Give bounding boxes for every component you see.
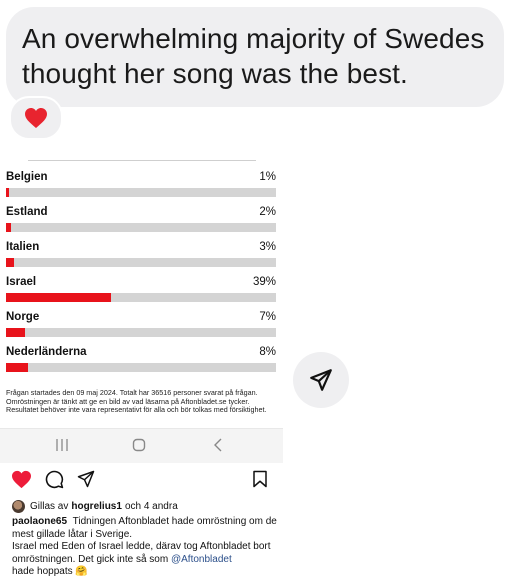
poll-bar-fill bbox=[6, 188, 9, 197]
poll-country: Estland bbox=[6, 206, 48, 218]
poll-option: Estland 2% bbox=[6, 206, 276, 238]
poll-percent: 39% bbox=[252, 276, 276, 288]
poll-country: Norge bbox=[6, 311, 40, 323]
caption-text-3: hade hoppats 🤗 bbox=[12, 566, 88, 578]
poll-bar-fill bbox=[6, 363, 28, 372]
caption-text-1: Tidningen Aftonbladet hade omröstning om… bbox=[12, 516, 277, 540]
poll-percent: 1% bbox=[259, 171, 276, 183]
poll-bar-fill bbox=[6, 223, 12, 232]
poll-country: Belgien bbox=[6, 171, 48, 183]
poll-percent: 2% bbox=[259, 206, 276, 218]
poll-country: Nederländerna bbox=[6, 346, 87, 358]
poll-country: Israel bbox=[6, 276, 37, 288]
poll-percent: 7% bbox=[259, 311, 276, 323]
poll-bar-track bbox=[6, 293, 276, 302]
like-heart-icon[interactable] bbox=[11, 470, 32, 489]
poll-option: Italien 3% bbox=[6, 241, 276, 273]
liked-suffix[interactable]: och 4 andra bbox=[124, 500, 178, 512]
poll-percent: 3% bbox=[259, 241, 276, 253]
poll-bar-track bbox=[6, 258, 276, 267]
home-icon[interactable] bbox=[132, 438, 146, 452]
share-icon[interactable] bbox=[77, 470, 95, 488]
avatar bbox=[12, 499, 25, 513]
poll-bar-fill bbox=[6, 258, 15, 267]
poll-option: Israel 39% bbox=[6, 276, 276, 308]
poll-card: Belgien 1% Estland 2% Italien 3% Israel … bbox=[0, 158, 283, 428]
caption-mention[interactable]: @Aftonbladet bbox=[170, 553, 232, 565]
liked-prefix: Gillas av bbox=[30, 500, 69, 512]
poll-footnote: Frågan startades den 09 maj 2024. Totalt… bbox=[6, 388, 267, 415]
liked-user[interactable]: hogrelius1 bbox=[71, 500, 122, 512]
poll-percent: 8% bbox=[259, 346, 276, 358]
comment-icon[interactable] bbox=[45, 470, 64, 489]
android-nav-bar bbox=[0, 428, 283, 463]
post-caption: paolaone65 Tidningen Aftonbladet hade om… bbox=[12, 516, 287, 579]
caption-username[interactable]: paolaone65 bbox=[12, 516, 68, 527]
caption-text-2: Israel med Eden of Israel ledde, därav t… bbox=[12, 541, 271, 565]
liked-by[interactable]: Gillas av hogrelius1 och 4 andra bbox=[12, 498, 178, 514]
poll-bar-track bbox=[6, 328, 276, 337]
bookmark-icon[interactable] bbox=[252, 470, 268, 488]
message-text: An overwhelming majority of Swedes thoug… bbox=[22, 23, 485, 89]
heart-reaction[interactable] bbox=[9, 96, 63, 140]
heart-icon bbox=[25, 108, 47, 128]
poll-bar-fill bbox=[6, 328, 25, 337]
send-icon bbox=[310, 369, 332, 391]
poll-bar-fill bbox=[6, 293, 112, 302]
poll-option: Nederländerna 8% bbox=[6, 346, 276, 378]
poll-option: Belgien 1% bbox=[6, 171, 276, 203]
back-icon[interactable] bbox=[211, 438, 225, 452]
poll-option: Norge 7% bbox=[6, 311, 276, 343]
poll-bar-track bbox=[6, 223, 276, 232]
poll-bar-track bbox=[6, 363, 276, 372]
post-actions bbox=[0, 464, 283, 494]
message-bubble[interactable]: An overwhelming majority of Swedes thoug… bbox=[6, 7, 504, 107]
share-button[interactable] bbox=[293, 352, 349, 408]
recents-icon[interactable] bbox=[55, 438, 69, 452]
poll-bar-track bbox=[6, 188, 276, 197]
divider bbox=[28, 160, 256, 161]
poll-country: Italien bbox=[6, 241, 40, 253]
